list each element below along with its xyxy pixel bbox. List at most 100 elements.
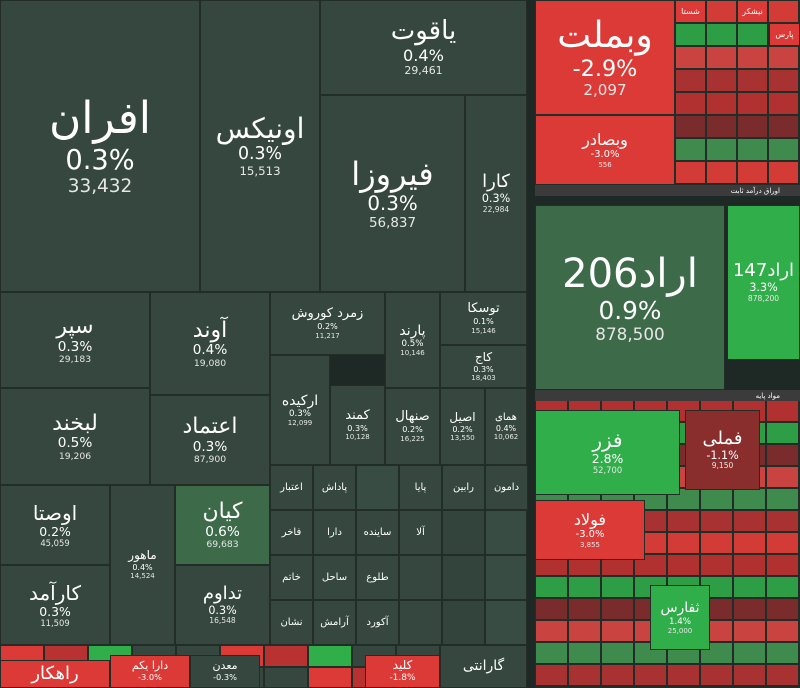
stock-name: تداوم (202, 582, 243, 604)
tile-cell (308, 667, 352, 688)
tile-cell (535, 642, 568, 664)
tile-cell (737, 92, 768, 115)
stock-tile[interactable]: اصیل 0.2% 13,550 (440, 388, 485, 465)
stock-tile[interactable]: کارا 0.3% 22,984 (465, 95, 527, 292)
stock-tile[interactable]: گارانتی (440, 645, 527, 688)
stock-tile[interactable]: اعتماد 0.3% 87,900 (150, 395, 270, 485)
stock-tile[interactable]: ساحل (313, 555, 356, 600)
stock-tile[interactable]: معدن -0.3% (190, 655, 260, 688)
stock-tile[interactable]: فیروزا 0.3% 56,837 (320, 95, 465, 292)
tile-cell (768, 92, 799, 115)
stock-tile[interactable]: همای 0.4% 10,062 (485, 388, 527, 465)
stock-tile[interactable]: پارس (769, 23, 800, 46)
stock-change: -3.0% (575, 529, 605, 541)
stock-tile[interactable]: کاج 0.3% 18,403 (440, 345, 527, 388)
stock-tile[interactable]: سپر 0.3% 29,183 (0, 292, 150, 388)
stock-change: 0.3% (208, 603, 237, 617)
tile-cell (733, 664, 766, 686)
stock-change: 0.2% (402, 425, 423, 435)
stock-change: 0.3% (473, 364, 494, 374)
stock-tile[interactable]: راهکار (0, 660, 110, 688)
stock-change: 0.2% (39, 523, 71, 539)
stock-value: 878,500 (595, 324, 665, 345)
stock-change: -2.9% (572, 55, 638, 82)
stock-tile[interactable]: ثفارس 1.4% 25,000 (650, 585, 710, 650)
tile-cell (766, 642, 799, 664)
stock-tile[interactable]: اوصتا 0.2% 45,059 (0, 485, 110, 565)
stock-value: 10,146 (400, 349, 425, 358)
tile-cell (601, 598, 634, 620)
stock-tile[interactable]: فاخر (270, 510, 313, 555)
stock-change: 0.3% (57, 338, 93, 355)
stock-tile[interactable]: اراد206 0.9% 878,500 (535, 205, 725, 390)
stock-tile[interactable]: آرامش (313, 600, 356, 645)
tile-cell (675, 46, 706, 69)
stock-value: 12,099 (287, 419, 313, 428)
stock-tile[interactable]: پاداش (313, 465, 356, 510)
stock-change: 0.3% (65, 144, 135, 176)
stock-change: 0.4% (495, 423, 517, 433)
stock-tile[interactable]: کلید -1.8% (365, 655, 440, 688)
stock-name: گارانتی (462, 658, 505, 675)
stock-tile[interactable]: لبخند 0.5% 19,206 (0, 388, 150, 485)
stock-name: کارا (482, 171, 510, 193)
stock-change: 0.6% (205, 523, 240, 540)
stock-tile[interactable]: کمند 0.3% 10,128 (330, 385, 385, 465)
stock-tile[interactable]: ماهور 0.4% 14,524 (110, 485, 175, 645)
stock-tile[interactable]: دارا (313, 510, 356, 555)
tile-cell (634, 664, 667, 686)
stock-value: 14,524 (130, 572, 155, 581)
tile-cell (535, 576, 568, 598)
stock-tile[interactable]: کیان 0.6% 69,683 (175, 485, 270, 565)
stock-tile[interactable]: اراد147 3.3% 878,200 (727, 205, 800, 360)
stock-tile[interactable]: اونیکس 0.3% 15,513 (200, 0, 320, 292)
stock-tile[interactable]: پایا (399, 465, 442, 510)
tile-cell (706, 161, 737, 184)
tile-cell (356, 465, 399, 510)
stock-change: -1.1% (706, 448, 739, 462)
stock-tile[interactable]: نشان (270, 600, 313, 645)
stock-tile[interactable]: شستا (675, 0, 706, 23)
stock-tile[interactable]: اعتبار (270, 465, 313, 510)
stock-tile[interactable]: آوند 0.4% 19,080 (150, 292, 270, 395)
stock-tile[interactable]: فزر 2.8% 52,700 (535, 410, 680, 495)
stock-tile[interactable]: یاقوت 0.4% 29,461 (320, 0, 527, 95)
tile-cell (766, 510, 799, 532)
tile-cell (766, 554, 799, 576)
stock-tile[interactable]: کارآمد 0.3% 11,509 (0, 565, 110, 645)
tile-cell (737, 23, 768, 46)
stock-tile[interactable]: طلوع (356, 555, 399, 600)
stock-tile[interactable]: ساینده (356, 510, 399, 555)
stock-tile[interactable]: خاتم (270, 555, 313, 600)
stock-name: اراد206 (562, 250, 698, 297)
stock-name: رابین (452, 481, 475, 493)
stock-tile[interactable]: تداوم 0.3% 16,548 (175, 565, 270, 645)
stock-tile[interactable]: وبصادر -3.0% 556 (535, 115, 675, 185)
stock-tile[interactable]: نیشکر (737, 0, 768, 23)
stock-value: 19,206 (58, 450, 92, 462)
stock-name: اونیکس (215, 112, 305, 146)
stock-tile[interactable]: پارند 0.5% 10,146 (385, 292, 440, 388)
stock-tile[interactable]: وبملت -2.9% 2,097 (535, 0, 675, 115)
stock-name: ارکیده (281, 392, 319, 409)
stock-tile[interactable]: ارکیده 0.3% 12,099 (270, 355, 330, 465)
stock-tile[interactable]: زمرد کوروش 0.2% 11,217 (270, 292, 385, 355)
tile-cell (568, 620, 601, 642)
stock-value: 45,059 (40, 537, 70, 548)
tile-cell (766, 576, 799, 598)
stock-value: 11,509 (40, 617, 70, 628)
stock-tile[interactable]: فولاد -3.0% 3,855 (535, 500, 645, 560)
stock-tile[interactable]: آکورد (356, 600, 399, 645)
stock-tile[interactable]: افران 0.3% 33,432 (0, 0, 200, 292)
stock-tile[interactable]: دامون (485, 465, 528, 510)
stock-name: کیان (202, 499, 243, 525)
stock-tile[interactable]: فملی -1.1% 9,150 (685, 410, 760, 490)
stock-tile[interactable]: دارا یکم -3.0% (110, 655, 190, 688)
stock-tile[interactable]: رابین (442, 465, 485, 510)
stock-tile[interactable]: توسکا 0.1% 15,146 (440, 292, 527, 345)
stock-tile[interactable]: آلا (399, 510, 442, 555)
stock-name: کلید (392, 658, 413, 673)
stock-tile[interactable]: صنهال 0.2% 16,225 (385, 388, 440, 465)
stock-value: 25,000 (667, 626, 693, 635)
